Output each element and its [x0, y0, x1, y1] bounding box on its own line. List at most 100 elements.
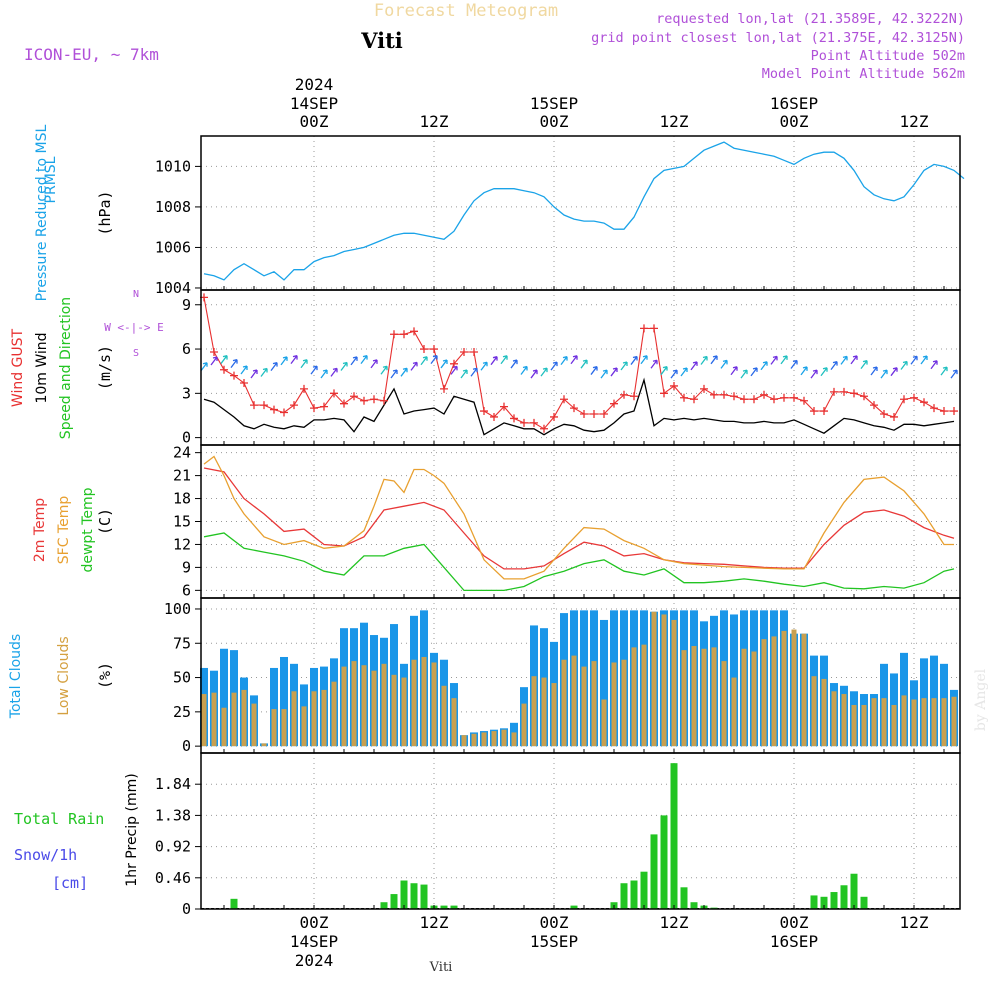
bottom-day-label: 16SEP: [770, 932, 818, 951]
dewpoint-line: [203, 532, 955, 592]
gust-marker: [620, 390, 628, 399]
low-cloud-bar: [281, 709, 287, 747]
top-year-label: 2024: [295, 75, 334, 94]
wind-direction-arrow: [930, 360, 938, 370]
y-tick-label: 6: [182, 340, 191, 358]
wind-direction-arrow: [580, 359, 588, 369]
low-cloud-bar: [391, 674, 397, 747]
wind-direction-arrow: [360, 355, 368, 365]
wind-direction-arrow: [550, 361, 558, 371]
wind-direction-arrow: [770, 355, 778, 365]
gust-marker: [890, 412, 898, 421]
panel-frame-pressure: [200, 135, 961, 291]
low-cloud-bar: [471, 733, 477, 747]
wind-direction-arrow: [330, 367, 338, 377]
low-cloud-bar: [571, 655, 577, 747]
y-axis-title: Total Clouds: [8, 634, 24, 719]
wind-direction-arrow: [320, 369, 328, 379]
gust-marker: [310, 404, 318, 413]
low-cloud-bar: [911, 699, 917, 747]
gust-marker: [360, 396, 368, 405]
wind-direction-arrow: [780, 355, 788, 365]
bottom-hour-label: 12Z: [420, 913, 449, 932]
wind-direction-arrow: [430, 355, 438, 365]
closest-lonlat: grid point closest lon,lat (21.375E, 42.…: [591, 30, 965, 46]
wind-direction-arrow: [920, 355, 928, 365]
low-cloud-bar: [491, 731, 497, 747]
gust-line: [203, 297, 954, 430]
low-cloud-bar: [691, 646, 697, 747]
y-tick-label: 0: [182, 737, 191, 755]
bottom-hour-label: 12Z: [900, 913, 929, 932]
wind-direction-arrow: [500, 355, 508, 365]
y-tick-label: 9: [182, 296, 191, 314]
gust-marker: [330, 389, 338, 398]
wind-direction-arrow: [340, 361, 348, 371]
footer-location: Viti: [429, 960, 453, 975]
rain-bar: [860, 896, 868, 909]
gust-marker: [740, 395, 748, 404]
wind-direction-arrow: [670, 369, 678, 379]
gust-marker: [400, 330, 408, 339]
y-tick-label: 24: [173, 444, 191, 462]
total-cloud-bar: [280, 656, 288, 747]
wind-direction-arrow: [510, 359, 518, 369]
low-cloud-bar: [721, 661, 727, 747]
gust-marker: [690, 395, 698, 404]
gust-marker: [440, 384, 448, 393]
low-cloud-bar: [381, 663, 387, 747]
low-cloud-bar: [611, 662, 617, 747]
wind-direction-arrow: [820, 367, 828, 377]
rain-bar: [680, 887, 688, 909]
gust-marker: [490, 412, 498, 421]
low-cloud-bar: [261, 743, 267, 747]
y-tick-label: 1.84: [155, 775, 191, 793]
top-day-label: 16SEP: [770, 94, 818, 113]
wind-direction-arrow: [680, 367, 688, 377]
low-cloud-bar: [221, 707, 227, 747]
gust-marker: [240, 379, 248, 387]
wind-direction-arrow: [860, 360, 868, 370]
gust-marker: [680, 393, 688, 402]
rain-bar: [820, 896, 828, 909]
wind-direction-arrow: [900, 360, 908, 370]
gust-marker: [390, 330, 398, 339]
gust-marker: [830, 387, 838, 396]
wind-direction-arrow: [700, 355, 708, 365]
bottom-hour-label: 12Z: [660, 913, 689, 932]
y-axis-title: SFC Temp: [56, 496, 72, 565]
gust-marker: [720, 390, 728, 399]
gust-marker: [280, 408, 288, 417]
rain-bar: [810, 895, 818, 909]
legend-entry: [cm]: [52, 874, 88, 892]
total-cloud-bar: [270, 667, 278, 747]
gust-marker: [260, 401, 268, 410]
wind-direction-arrow: [690, 361, 698, 371]
wind-direction-arrow: [880, 369, 888, 379]
meteogram-title: Forecast Meteogram: [374, 1, 558, 21]
gust-marker: [560, 395, 568, 404]
gust-marker: [300, 384, 308, 393]
low-cloud-bar: [891, 704, 897, 747]
low-cloud-bar: [771, 636, 777, 747]
gust-marker: [580, 410, 588, 418]
low-cloud-bar: [561, 659, 567, 747]
low-cloud-bar: [311, 691, 317, 747]
top-hour-label: 00Z: [780, 112, 809, 131]
y-tick-label: 1010: [155, 157, 191, 175]
wind-direction-arrow: [910, 355, 918, 365]
gust-marker: [950, 407, 958, 416]
wind-direction-arrow: [290, 354, 298, 364]
gust-marker: [570, 404, 578, 413]
gust-marker: [340, 399, 348, 408]
gust-marker: [210, 348, 218, 356]
bottom-hour-label: 00Z: [300, 913, 329, 932]
gust-marker: [630, 392, 638, 401]
y-axis-title: Speed and Direction: [58, 297, 74, 439]
y-tick-label: 6: [182, 581, 191, 599]
y-tick-label: 1004: [155, 279, 191, 297]
gust-marker: [270, 405, 278, 414]
y-tick-label: 3: [182, 384, 191, 402]
wind-direction-arrow: [610, 367, 618, 377]
low-cloud-bar: [851, 704, 857, 747]
